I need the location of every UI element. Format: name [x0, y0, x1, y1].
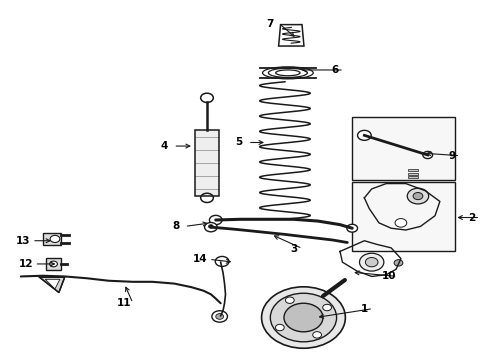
Bar: [408, 169, 418, 171]
Bar: [352, 117, 455, 180]
Text: 12: 12: [19, 259, 33, 269]
Text: 6: 6: [332, 65, 339, 75]
Circle shape: [216, 314, 223, 319]
Text: 3: 3: [290, 244, 297, 253]
Text: 8: 8: [172, 221, 179, 231]
Circle shape: [394, 260, 403, 266]
Text: 11: 11: [117, 298, 131, 308]
Circle shape: [209, 215, 222, 225]
Circle shape: [407, 188, 429, 204]
Text: 7: 7: [267, 18, 274, 28]
Text: 5: 5: [236, 138, 243, 148]
Circle shape: [286, 297, 294, 303]
Circle shape: [413, 193, 423, 200]
Text: 14: 14: [193, 254, 207, 264]
Circle shape: [423, 152, 433, 158]
Circle shape: [49, 261, 57, 267]
Bar: [352, 182, 455, 251]
Circle shape: [358, 130, 371, 140]
Bar: [408, 173, 418, 175]
Circle shape: [313, 332, 321, 338]
Circle shape: [366, 257, 378, 267]
Bar: [46, 258, 61, 270]
Text: 10: 10: [382, 271, 396, 282]
Bar: [43, 233, 61, 246]
Polygon shape: [39, 277, 65, 293]
Text: 13: 13: [16, 236, 30, 246]
Circle shape: [204, 222, 217, 232]
Circle shape: [208, 225, 213, 228]
Circle shape: [50, 235, 60, 243]
Circle shape: [262, 287, 345, 348]
Circle shape: [347, 224, 358, 232]
Circle shape: [284, 303, 323, 332]
Circle shape: [275, 324, 284, 331]
Bar: [408, 176, 418, 178]
Text: 2: 2: [468, 212, 475, 222]
Circle shape: [215, 256, 229, 266]
Circle shape: [270, 293, 337, 342]
Polygon shape: [45, 279, 60, 289]
Bar: [195, 130, 219, 196]
Text: 9: 9: [448, 151, 455, 161]
Circle shape: [360, 253, 384, 271]
Text: 1: 1: [361, 303, 368, 314]
Circle shape: [212, 311, 227, 322]
Text: 4: 4: [161, 141, 168, 151]
Circle shape: [395, 219, 407, 227]
Circle shape: [323, 304, 331, 311]
